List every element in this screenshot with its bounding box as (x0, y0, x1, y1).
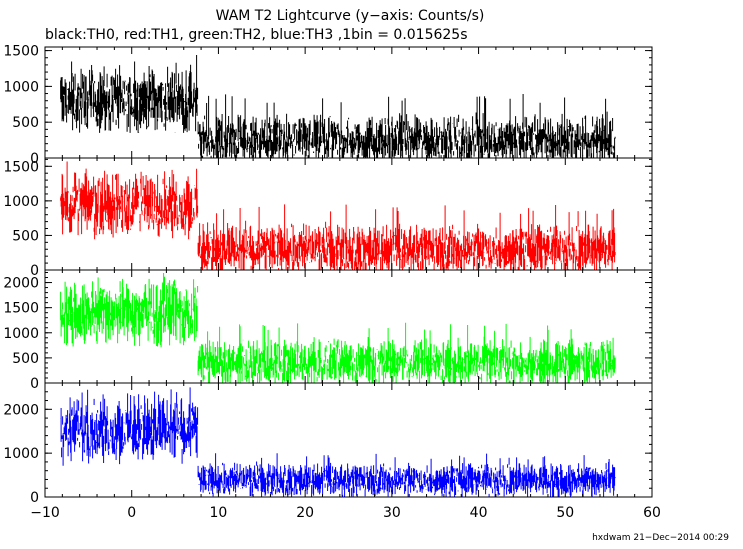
panel-th1: 0 500 1000 1500 (3, 157, 653, 279)
x-tick-label: 20 (296, 505, 314, 521)
x-tick-label: 30 (383, 505, 401, 521)
x-tick-label: 0 (127, 505, 136, 521)
y-tick-label: 500 (12, 115, 39, 131)
y-tick-label: 1500 (3, 159, 39, 175)
footer-credit: hxdwam 21−Dec−2014 00:29 (592, 533, 729, 543)
x-tick-label: 10 (210, 505, 228, 521)
x-tick-label: 60 (643, 505, 661, 521)
series-th3-line (60, 387, 616, 497)
y-tick-label: 0 (30, 151, 39, 167)
panel-th3: 0 1000 2000 (3, 382, 653, 506)
y-tick-label: 1000 (3, 326, 39, 342)
chart-title: WAM T2 Lightcurve (y−axis: Counts/s) (215, 8, 485, 24)
y-tick-label: 0 (30, 490, 39, 506)
series-th0-line (60, 55, 616, 158)
y-tick-label: 2000 (3, 402, 39, 418)
series-th1-line (60, 161, 616, 270)
y-tick-label: 1500 (3, 44, 39, 60)
panels-group: 0500100015000500100015000500100015002000… (3, 44, 653, 506)
panel-th2: 0 500 1000 1500 2000 (3, 269, 653, 392)
y-tick-label: 500 (12, 228, 39, 244)
chart-subtitle: black:TH0, red:TH1, green:TH2, blue:TH3 … (45, 27, 468, 43)
y-tick-label: 2000 (3, 276, 39, 292)
x-tick-label: 50 (556, 505, 574, 521)
y-tick-label: 1500 (3, 301, 39, 317)
y-tick-label: 1000 (3, 446, 39, 462)
y-tick-label: 0 (30, 263, 39, 279)
x-tick-label: −10 (30, 505, 60, 521)
y-tick-label: 1000 (3, 194, 39, 210)
x-axis: −10 0 10 20 30 40 50 60 (30, 505, 661, 521)
y-tick-label: 0 (30, 376, 39, 392)
panel-th0: 0 500 1000 1500 (3, 44, 653, 167)
y-tick-label: 1000 (3, 79, 39, 95)
x-tick-label: 40 (470, 505, 488, 521)
y-tick-label: 500 (12, 351, 39, 367)
panel-frame (44, 382, 653, 498)
series-th2-line (60, 273, 616, 383)
